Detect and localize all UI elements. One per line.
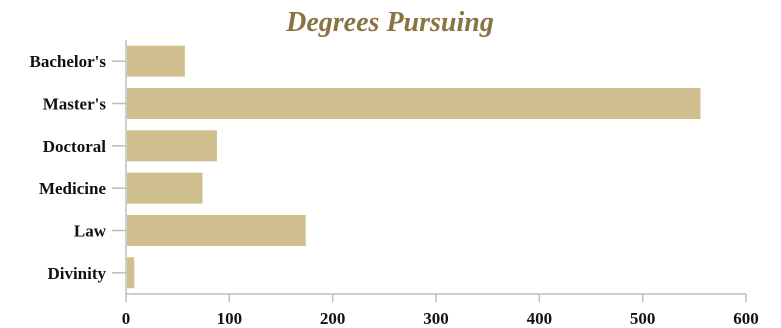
- x-tick-label-0: 0: [122, 309, 131, 328]
- category-label-doctoral: Doctoral: [43, 137, 107, 156]
- x-tick-label-100: 100: [217, 309, 243, 328]
- x-tick-label-200: 200: [320, 309, 346, 328]
- bar-law: [127, 215, 306, 246]
- bar-doctoral: [127, 130, 217, 162]
- x-axis: 0 100 200 300 400 500 600: [122, 293, 759, 328]
- y-axis: Bachelor's Master's Doctoral Medicine Law Div…: [30, 40, 127, 294]
- category-label-law: Law: [74, 222, 107, 241]
- bar-bachelor-s: [127, 45, 185, 77]
- x-tick-label-400: 400: [527, 309, 553, 328]
- category-label-bachelor-s: Bachelor's: [30, 52, 107, 71]
- bars-group: [127, 45, 701, 289]
- category-label-medicine: Medicine: [39, 179, 106, 198]
- x-tick-label-300: 300: [423, 309, 449, 328]
- x-tick-label-500: 500: [630, 309, 656, 328]
- bar-master-s: [127, 88, 701, 119]
- category-label-divinity: Divinity: [47, 264, 106, 283]
- bar-divinity: [127, 257, 135, 289]
- chart-title: Degrees Pursuing: [285, 7, 494, 38]
- bar-medicine: [127, 172, 203, 204]
- category-label-master-s: Master's: [43, 95, 107, 114]
- x-tick-label-600: 600: [733, 309, 759, 328]
